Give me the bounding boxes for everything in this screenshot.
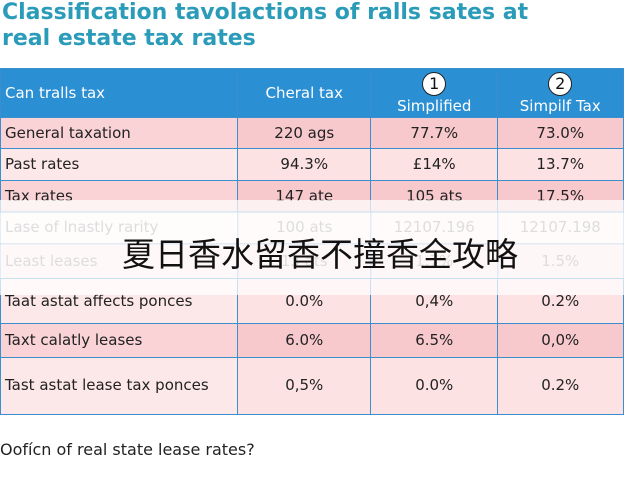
table-cell: Tast astat lease tax ponces (0, 357, 239, 415)
table-cell: 6.5% (370, 323, 499, 359)
column-number: 2 (548, 71, 573, 96)
table-cell: 6.0% (237, 323, 372, 359)
table-cell: 0,5% (237, 357, 372, 415)
column-label: Simplified (397, 96, 472, 115)
overlay-caption: 夏日香水留香不撞香全攻略 (122, 235, 518, 274)
title-line: Classification tavolactions of ralls sat… (2, 0, 529, 25)
table-cell: 0.2% (497, 357, 624, 415)
table-cell: Taxt calatly leases (0, 323, 239, 359)
table-cell: 73.0% (497, 117, 624, 150)
table-cell: Past rates (0, 148, 239, 182)
header-cell: Cheral tax (237, 68, 372, 119)
table-cell: 77.7% (370, 117, 499, 150)
header-cell: Can tralls tax (0, 68, 239, 119)
column-label: Simpilf Tax (519, 96, 601, 115)
column-label: Can tralls tax (5, 83, 106, 102)
column-label: Cheral tax (265, 83, 343, 102)
overlay-band (0, 200, 640, 295)
table-cell: 13.7% (497, 148, 624, 182)
footer-text: Oofícn of real state lease rates? (0, 440, 255, 459)
table-cell: 0.0% (370, 357, 499, 415)
header-cell: 1 Simplified (370, 68, 499, 119)
table-cell: General taxation (0, 117, 239, 150)
column-number: 1 (422, 71, 447, 96)
header-cell: 2 Simpilf Tax (497, 68, 624, 119)
table-cell: 94.3% (237, 148, 372, 182)
title-line: real estate tax rates (2, 26, 256, 51)
table-cell: 0,0% (497, 323, 624, 359)
table-cell: 220 ags (237, 117, 372, 150)
table-cell: £14% (370, 148, 499, 182)
